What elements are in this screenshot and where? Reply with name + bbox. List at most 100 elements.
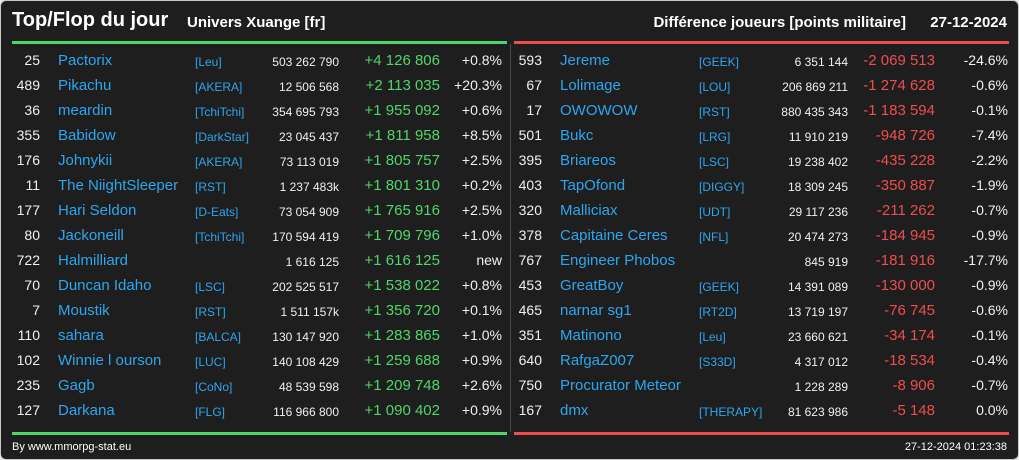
alliance-tag-link[interactable]: [RST] [195, 180, 226, 194]
points-diff-cell: -34 174 [884, 327, 935, 344]
rank-cell: 235 [16, 377, 40, 393]
points-diff-cell: -181 916 [875, 252, 935, 269]
alliance-tag-link[interactable]: [CoNo] [195, 380, 233, 394]
player-name-link[interactable]: GreatBoy [560, 277, 624, 294]
total-points-cell: 1 237 483k [279, 180, 339, 194]
alliance-tag-link[interactable]: [LSC] [195, 280, 226, 294]
points-diff-cell: +1 955 092 [364, 102, 441, 119]
gainer-row: 110 sahara [BALCA] 130 147 920 +1 283 865 +1.… [12, 324, 509, 349]
alliance-tag-link[interactable]: [RT2D] [699, 305, 737, 319]
player-name-link[interactable]: Gagb [58, 377, 95, 394]
loser-row: 750 Procurator Meteor 1 228 289 -8 906 -0.7% [514, 374, 1011, 399]
player-name-link[interactable]: TapOfond [560, 177, 626, 194]
rank-cell: 102 [16, 352, 40, 368]
top-gainers-list: 25 Pactorix [Leu] 503 262 790 +4 126 806 +0.8… [12, 49, 509, 424]
gainer-row: 355 Babidow [DarkStar] 23 045 437 +1 811 958… [12, 124, 509, 149]
total-points-cell: 48 539 598 [278, 380, 339, 394]
rank-cell: 67 [526, 77, 542, 93]
player-name-link[interactable]: OWOWOW [560, 102, 638, 119]
alliance-tag-link[interactable]: [RST] [195, 305, 226, 319]
gainer-row: 36 meardin [TchiTchi] 354 695 793 +1 955 092… [12, 99, 509, 124]
alliance-tag-link[interactable]: [THERAPY] [699, 405, 763, 419]
percent-change-cell: -24.6% [963, 52, 1008, 68]
total-points-cell: 81 623 986 [787, 405, 848, 419]
alliance-tag-link[interactable]: [GEEK] [699, 280, 740, 294]
rank-cell: 767 [518, 252, 542, 268]
loser-row: 465 narnar sg1 [RT2D] 13 719 197 -76 745 -0.6… [514, 299, 1011, 324]
alliance-tag-link[interactable]: [GEEK] [699, 55, 740, 69]
alliance-tag-link[interactable]: [NFL] [699, 230, 729, 244]
player-name-link[interactable]: Matinono [560, 327, 622, 344]
points-diff-cell: +4 126 806 [364, 52, 441, 69]
rank-cell: 11 [25, 177, 40, 193]
player-name-link[interactable]: RafgaZ007 [560, 352, 635, 369]
alliance-tag-link[interactable]: [DarkStar] [195, 130, 250, 144]
rank-cell: 395 [518, 152, 542, 168]
loser-row: 640 RafgaZ007 [S33D] 4 317 012 -18 534 -0.4% [514, 349, 1011, 374]
alliance-tag-link[interactable]: [DIGGY] [699, 180, 745, 194]
player-name-link[interactable]: sahara [58, 327, 104, 344]
alliance-tag-link[interactable]: [Leu] [699, 330, 726, 344]
alliance-tag-link[interactable]: [LRG] [699, 130, 731, 144]
alliance-tag-link[interactable]: [UDT] [699, 205, 731, 219]
player-name-link[interactable]: Jackoneill [58, 227, 124, 244]
gainer-row: 722 Halmilliard 1 616 125 +1 616 125 new [12, 249, 509, 274]
player-name-link[interactable]: Pactorix [58, 52, 113, 69]
rank-cell: 351 [518, 327, 542, 343]
player-name-link[interactable]: Engineer Phobos [560, 252, 676, 269]
player-name-link[interactable]: Briareos [560, 152, 616, 169]
points-diff-cell: +1 616 125 [364, 252, 441, 269]
total-points-cell: 880 435 343 [781, 105, 848, 119]
points-diff-cell: -5 148 [892, 402, 935, 419]
player-name-link[interactable]: Darkana [58, 402, 115, 419]
player-name-link[interactable]: Capitaine Ceres [560, 227, 668, 244]
alliance-tag-link[interactable]: [LSC] [699, 155, 730, 169]
player-name-link[interactable]: Johnykii [58, 152, 113, 169]
points-diff-cell: -2 069 513 [863, 52, 935, 69]
points-diff-cell: +1 709 796 [364, 227, 441, 244]
alliance-tag-link[interactable]: [AKERA] [195, 155, 243, 169]
alliance-tag-link[interactable]: [RST] [699, 105, 730, 119]
player-name-link[interactable]: Duncan Idaho [58, 277, 152, 294]
player-name-link[interactable]: Babidow [58, 127, 116, 144]
player-name-link[interactable]: Winnie l ourson [58, 352, 162, 369]
player-name-link[interactable]: Malliciax [560, 202, 618, 219]
player-name-link[interactable]: Hari Seldon [58, 202, 137, 219]
player-name-link[interactable]: Jereme [560, 52, 611, 69]
alliance-tag-link[interactable]: [TchiTchi] [195, 230, 245, 244]
alliance-tag-link[interactable]: [FLG] [195, 405, 226, 419]
total-points-cell: 20 474 273 [787, 230, 848, 244]
top-losers-list: 593 Jereme [GEEK] 6 351 144 -2 069 513 -24.6%… [514, 49, 1011, 424]
total-points-cell: 23 045 437 [278, 130, 339, 144]
alliance-tag-link[interactable]: [AKERA] [195, 80, 243, 94]
player-name-link[interactable]: meardin [58, 102, 113, 119]
rank-cell: 750 [518, 377, 542, 393]
loser-row: 593 Jereme [GEEK] 6 351 144 -2 069 513 -24.6% [514, 49, 1011, 74]
total-points-cell: 503 262 790 [272, 55, 339, 69]
alliance-tag-link[interactable]: [LOU] [699, 80, 731, 94]
player-name-link[interactable]: Lolimage [560, 77, 621, 94]
alliance-tag-link[interactable]: [S33D] [699, 355, 736, 369]
alliance-tag-link[interactable]: [D-Eats] [195, 205, 239, 219]
player-name-link[interactable]: Bukc [560, 127, 594, 144]
player-name-link[interactable]: dmx [560, 402, 589, 419]
points-diff-cell: +1 283 865 [364, 327, 441, 344]
total-points-cell: 29 117 236 [788, 205, 848, 219]
percent-change-cell: -0.9% [971, 277, 1008, 293]
alliance-tag-link[interactable]: [TchiTchi] [195, 105, 245, 119]
percent-change-cell: +1.0% [461, 327, 502, 343]
player-name-link[interactable]: Moustik [58, 302, 110, 319]
player-name-link[interactable]: narnar sg1 [560, 302, 632, 319]
panel-separator [510, 44, 511, 432]
player-name-link[interactable]: The NiightSleeper [58, 177, 179, 194]
player-name-link[interactable]: Pikachu [58, 77, 112, 94]
total-points-cell: 19 238 402 [787, 155, 848, 169]
alliance-tag-link[interactable]: [LUC] [195, 355, 226, 369]
alliance-tag-link[interactable]: [Leu] [195, 55, 222, 69]
player-name-link[interactable]: Procurator Meteor [560, 377, 681, 394]
bottom-divider-green [12, 432, 507, 435]
gainer-row: 70 Duncan Idaho [LSC] 202 525 517 +1 538 022… [12, 274, 509, 299]
alliance-tag-link[interactable]: [BALCA] [195, 330, 242, 344]
player-name-link[interactable]: Halmilliard [58, 252, 129, 269]
percent-change-cell: -0.1% [971, 327, 1008, 343]
